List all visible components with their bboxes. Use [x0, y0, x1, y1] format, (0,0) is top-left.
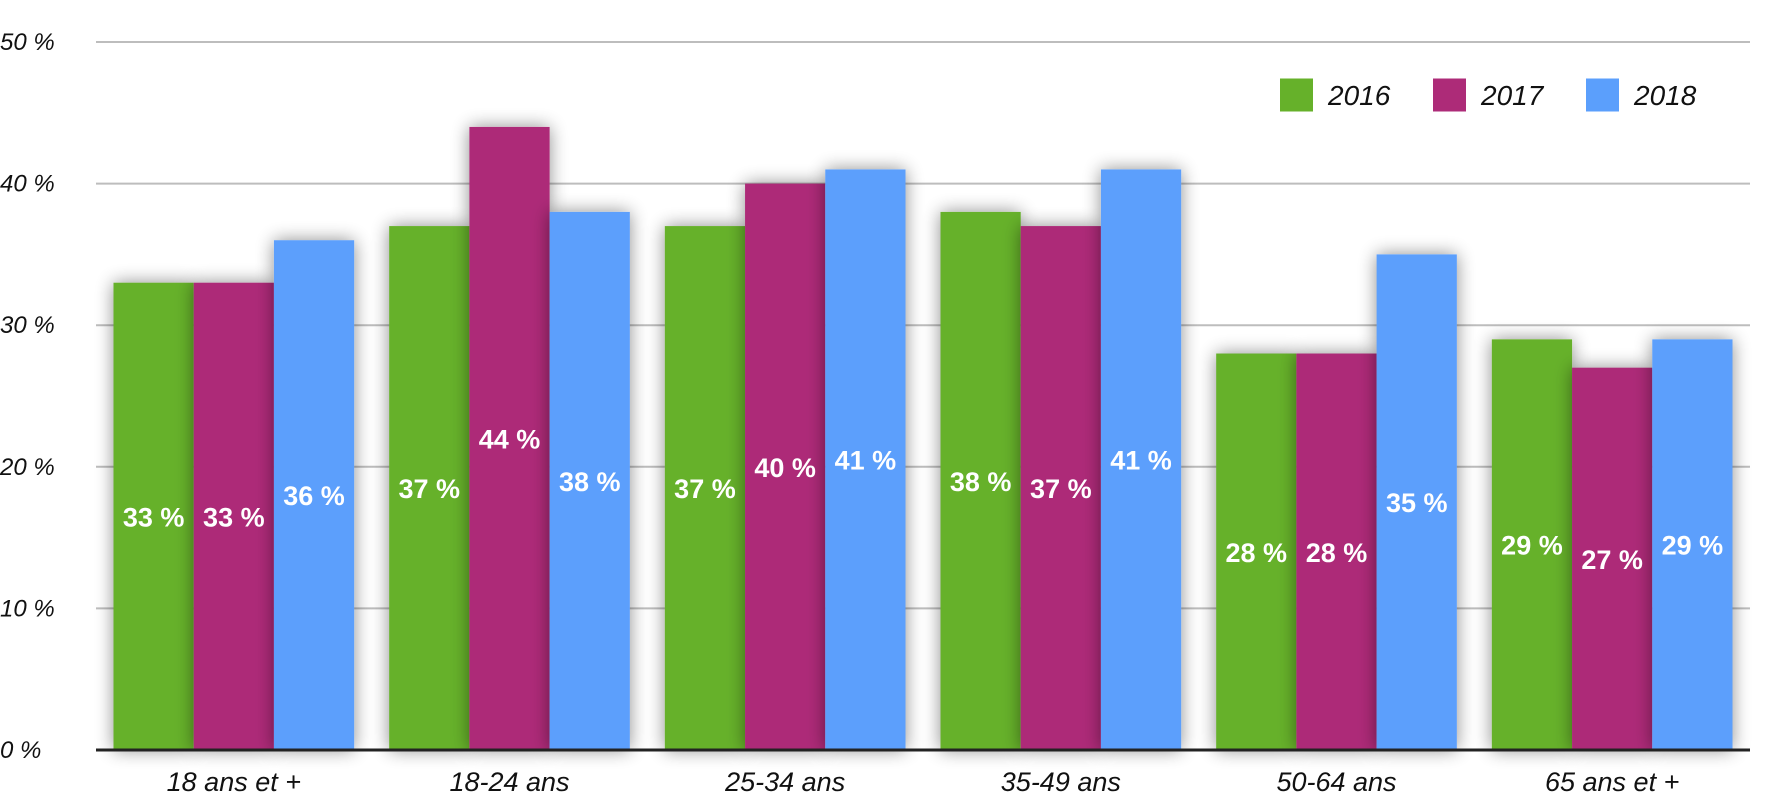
y-tick-label: 50 % [0, 29, 55, 56]
legend-swatch [1586, 78, 1619, 112]
bar-2017-5 [1572, 367, 1653, 750]
bar-2016-3 [940, 211, 1021, 751]
data-label: 35 % [1386, 488, 1448, 518]
y-tick-label: 30 % [0, 312, 55, 339]
data-label: 36 % [283, 481, 345, 511]
bar-2016-0 [113, 282, 194, 750]
y-tick-label: 0 % [0, 737, 41, 764]
bar-2017-2 [745, 183, 826, 751]
data-label: 33 % [123, 502, 185, 532]
data-label: 41 % [835, 446, 897, 476]
data-label: 38 % [950, 467, 1012, 497]
y-tick-label: 20 % [0, 454, 55, 481]
x-axis-categories: 18 ans et + 18-24 ans 25-34 ans 35-49 ans 50… [167, 767, 1680, 797]
bar-2018-0 [273, 240, 355, 751]
bar-2018-5 [1652, 339, 1733, 750]
x-category-label: 25-34 ans [724, 767, 845, 797]
x-category-label: 50-64 ans [1276, 767, 1396, 797]
bar-2016-2 [664, 226, 746, 750]
x-category-label: 65 ans et + [1545, 767, 1679, 797]
legend-swatch [1280, 78, 1313, 112]
legend-label: 2018 [1633, 80, 1697, 111]
gridlines [96, 41, 1750, 610]
data-label: 29 % [1662, 531, 1724, 561]
bar-2017-1 [469, 126, 550, 750]
data-label: 27 % [1581, 545, 1643, 575]
data-label: 44 % [479, 424, 541, 454]
y-axis-ticks: 0 % 10 % 20 % 30 % 40 % 50 % [0, 29, 55, 764]
bar-2018-3 [1100, 169, 1182, 750]
data-labels: 33 % 33 % 36 % 37 % 44 % 38 % 37 % 40 % 41 % 38 %… [123, 424, 1723, 574]
data-label: 37 % [1030, 474, 1092, 504]
data-label: 37 % [674, 474, 736, 504]
x-category-label: 35-49 ans [1001, 767, 1121, 797]
data-label: 28 % [1226, 538, 1288, 568]
bar-2018-4 [1376, 254, 1457, 750]
legend: 2016 2017 2018 [1280, 78, 1697, 112]
x-category-label: 18 ans et + [167, 767, 301, 797]
x-category-label: 18-24 ans [449, 767, 569, 797]
bar-2017-4 [1296, 353, 1377, 750]
bar-2017-0 [193, 282, 274, 750]
data-label: 40 % [754, 453, 816, 483]
data-label: 28 % [1306, 538, 1368, 568]
bar-2017-3 [1020, 226, 1101, 750]
data-label: 41 % [1110, 446, 1172, 476]
bar-2016-1 [389, 226, 470, 750]
legend-label: 2017 [1480, 80, 1545, 111]
y-tick-label: 40 % [0, 171, 55, 198]
bar-2018-2 [825, 169, 906, 750]
bars [113, 126, 1733, 751]
y-tick-label: 10 % [0, 595, 55, 622]
legend-swatch [1433, 78, 1466, 112]
data-label: 37 % [399, 474, 461, 504]
data-label: 29 % [1501, 531, 1563, 561]
data-label: 33 % [203, 502, 265, 532]
data-label: 38 % [559, 467, 621, 497]
bar-2018-1 [549, 211, 630, 751]
bar-2016-4 [1216, 353, 1297, 750]
legend-label: 2016 [1327, 80, 1391, 111]
bar-2016-5 [1491, 339, 1573, 750]
